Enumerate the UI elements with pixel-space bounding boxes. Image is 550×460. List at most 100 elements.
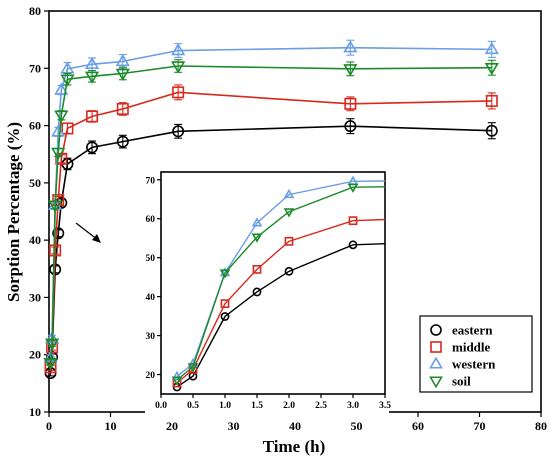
x-tick-label: 50 bbox=[351, 419, 363, 433]
inset-data-point-middle bbox=[220, 299, 230, 309]
y-tick-label: 50 bbox=[29, 176, 41, 190]
x-tick-label: 60 bbox=[412, 419, 424, 433]
y-tick-label: 30 bbox=[29, 290, 41, 304]
inset-x-tick-label: 3.5 bbox=[379, 401, 391, 411]
inset-data-point-soil bbox=[171, 376, 183, 386]
inset-data-point-middle bbox=[284, 236, 294, 246]
x-tick-label: 80 bbox=[535, 419, 547, 433]
data-point-middle bbox=[61, 122, 74, 135]
data-point-eastern bbox=[344, 120, 357, 133]
inset-x-tick-label: 2.5 bbox=[315, 401, 327, 411]
main-plot: 0 10 20 30 40 50 60 70 80 10 20 30 40 50 60 70 80 bbox=[29, 4, 547, 433]
inset-data-point-western bbox=[283, 188, 295, 199]
inset-x-tick-label: 1.0 bbox=[219, 401, 231, 411]
y-tick-label: 70 bbox=[29, 61, 41, 75]
inset-data-point-soil bbox=[187, 363, 199, 373]
inset-x-tick-label: 0.5 bbox=[187, 401, 199, 411]
data-point-western bbox=[343, 40, 358, 53]
inset-y-tick-label: 30 bbox=[146, 332, 156, 342]
data-point-soil bbox=[484, 63, 499, 76]
arrow-shaft bbox=[75, 222, 99, 241]
inset-y-tick-label: 60 bbox=[146, 215, 156, 225]
data-point-eastern bbox=[55, 196, 68, 209]
inset-y-tick-label: 20 bbox=[146, 371, 156, 381]
inset-data-point-soil bbox=[251, 233, 263, 243]
inset-arrow bbox=[75, 222, 101, 243]
data-point-western bbox=[484, 41, 499, 55]
inset-x-tick-label: 3.0 bbox=[347, 401, 359, 411]
inset-data-point-middle bbox=[252, 264, 262, 274]
x-tick-label: 10 bbox=[105, 419, 117, 433]
inset-data-point-soil bbox=[347, 183, 359, 193]
inset-data-point-eastern bbox=[220, 312, 230, 321]
inset-x-tick-label: 0.0 bbox=[155, 401, 167, 411]
arrow-head bbox=[92, 234, 101, 243]
data-point-soil bbox=[343, 64, 358, 77]
data-point-middle bbox=[86, 110, 99, 123]
data-point-western bbox=[54, 82, 69, 95]
inset-data-point-eastern bbox=[284, 266, 294, 276]
data-point-middle bbox=[49, 244, 62, 257]
legend: eastern middle western soil bbox=[419, 315, 533, 393]
legend-marker-western bbox=[429, 356, 443, 369]
inset-data-point-western bbox=[251, 217, 263, 227]
data-point-soil bbox=[44, 338, 60, 351]
data-point-middle bbox=[116, 102, 129, 115]
y-tick-label: 10 bbox=[29, 405, 41, 419]
data-point-eastern bbox=[172, 125, 185, 138]
data-point-western bbox=[115, 53, 130, 67]
legend-label-middle: middle bbox=[452, 340, 491, 355]
x-axis-title: Time (h) bbox=[263, 437, 326, 456]
inset-x-tick-label: 1.5 bbox=[251, 401, 263, 411]
y-tick-label: 80 bbox=[29, 4, 41, 18]
x-tick-label: 20 bbox=[166, 419, 178, 433]
data-point-soil bbox=[43, 358, 58, 371]
inset-background bbox=[145, 170, 389, 418]
inset-y-tick-label: 50 bbox=[146, 254, 156, 264]
data-point-soil bbox=[171, 61, 186, 74]
data-point-eastern bbox=[52, 227, 65, 240]
legend-marker-soil bbox=[429, 376, 443, 389]
data-point-soil bbox=[115, 68, 130, 82]
legend-marker-middle bbox=[430, 341, 442, 353]
inset-series-line-soil bbox=[176, 186, 386, 381]
data-point-soil bbox=[84, 71, 100, 84]
inset-x-tick-label: 2.0 bbox=[283, 401, 295, 411]
inset-series-line-eastern bbox=[176, 242, 386, 388]
data-point-middle bbox=[172, 86, 185, 99]
x-tick-label: 70 bbox=[474, 419, 486, 433]
y-tick-label: 60 bbox=[29, 119, 41, 133]
data-point-middle bbox=[485, 94, 498, 107]
y-axis-title: Sorption Percentage (%) bbox=[4, 122, 23, 302]
inset-y-tick-label: 40 bbox=[146, 293, 156, 303]
data-point-soil bbox=[60, 74, 75, 87]
inset-plot: 0.0 0.5 1.0 1.5 2.0 2.5 3.0 3.5 20 30 40 50 60 70 bbox=[145, 170, 391, 418]
inset-data-point-soil bbox=[219, 269, 231, 279]
x-tick-label: 40 bbox=[289, 419, 301, 433]
data-point-eastern bbox=[116, 135, 129, 148]
inset-frame bbox=[160, 171, 386, 395]
inset-y-tick-label: 70 bbox=[146, 176, 156, 186]
legend-marker-eastern bbox=[430, 324, 442, 336]
inset-data-point-middle bbox=[348, 216, 358, 226]
inset-data-point-eastern bbox=[252, 287, 262, 297]
data-point-soil bbox=[54, 110, 69, 123]
legend-label-western: western bbox=[452, 357, 496, 372]
data-point-western bbox=[84, 56, 100, 69]
data-point-soil bbox=[51, 147, 66, 161]
data-point-western bbox=[60, 61, 75, 74]
x-tick-label: 30 bbox=[228, 419, 240, 433]
inset-data-point-soil bbox=[283, 208, 295, 218]
legend-label-eastern: eastern bbox=[452, 323, 493, 338]
data-point-western bbox=[51, 124, 66, 137]
legend-label-soil: soil bbox=[452, 374, 471, 389]
y-tick-label: 40 bbox=[29, 233, 41, 247]
data-point-western bbox=[171, 42, 186, 56]
y-tick-label: 20 bbox=[29, 348, 41, 362]
x-tick-label: 0 bbox=[46, 419, 52, 433]
legend-box bbox=[419, 315, 533, 393]
inset-data-point-eastern bbox=[348, 240, 358, 250]
data-point-eastern bbox=[485, 124, 498, 137]
data-point-eastern bbox=[86, 141, 99, 154]
